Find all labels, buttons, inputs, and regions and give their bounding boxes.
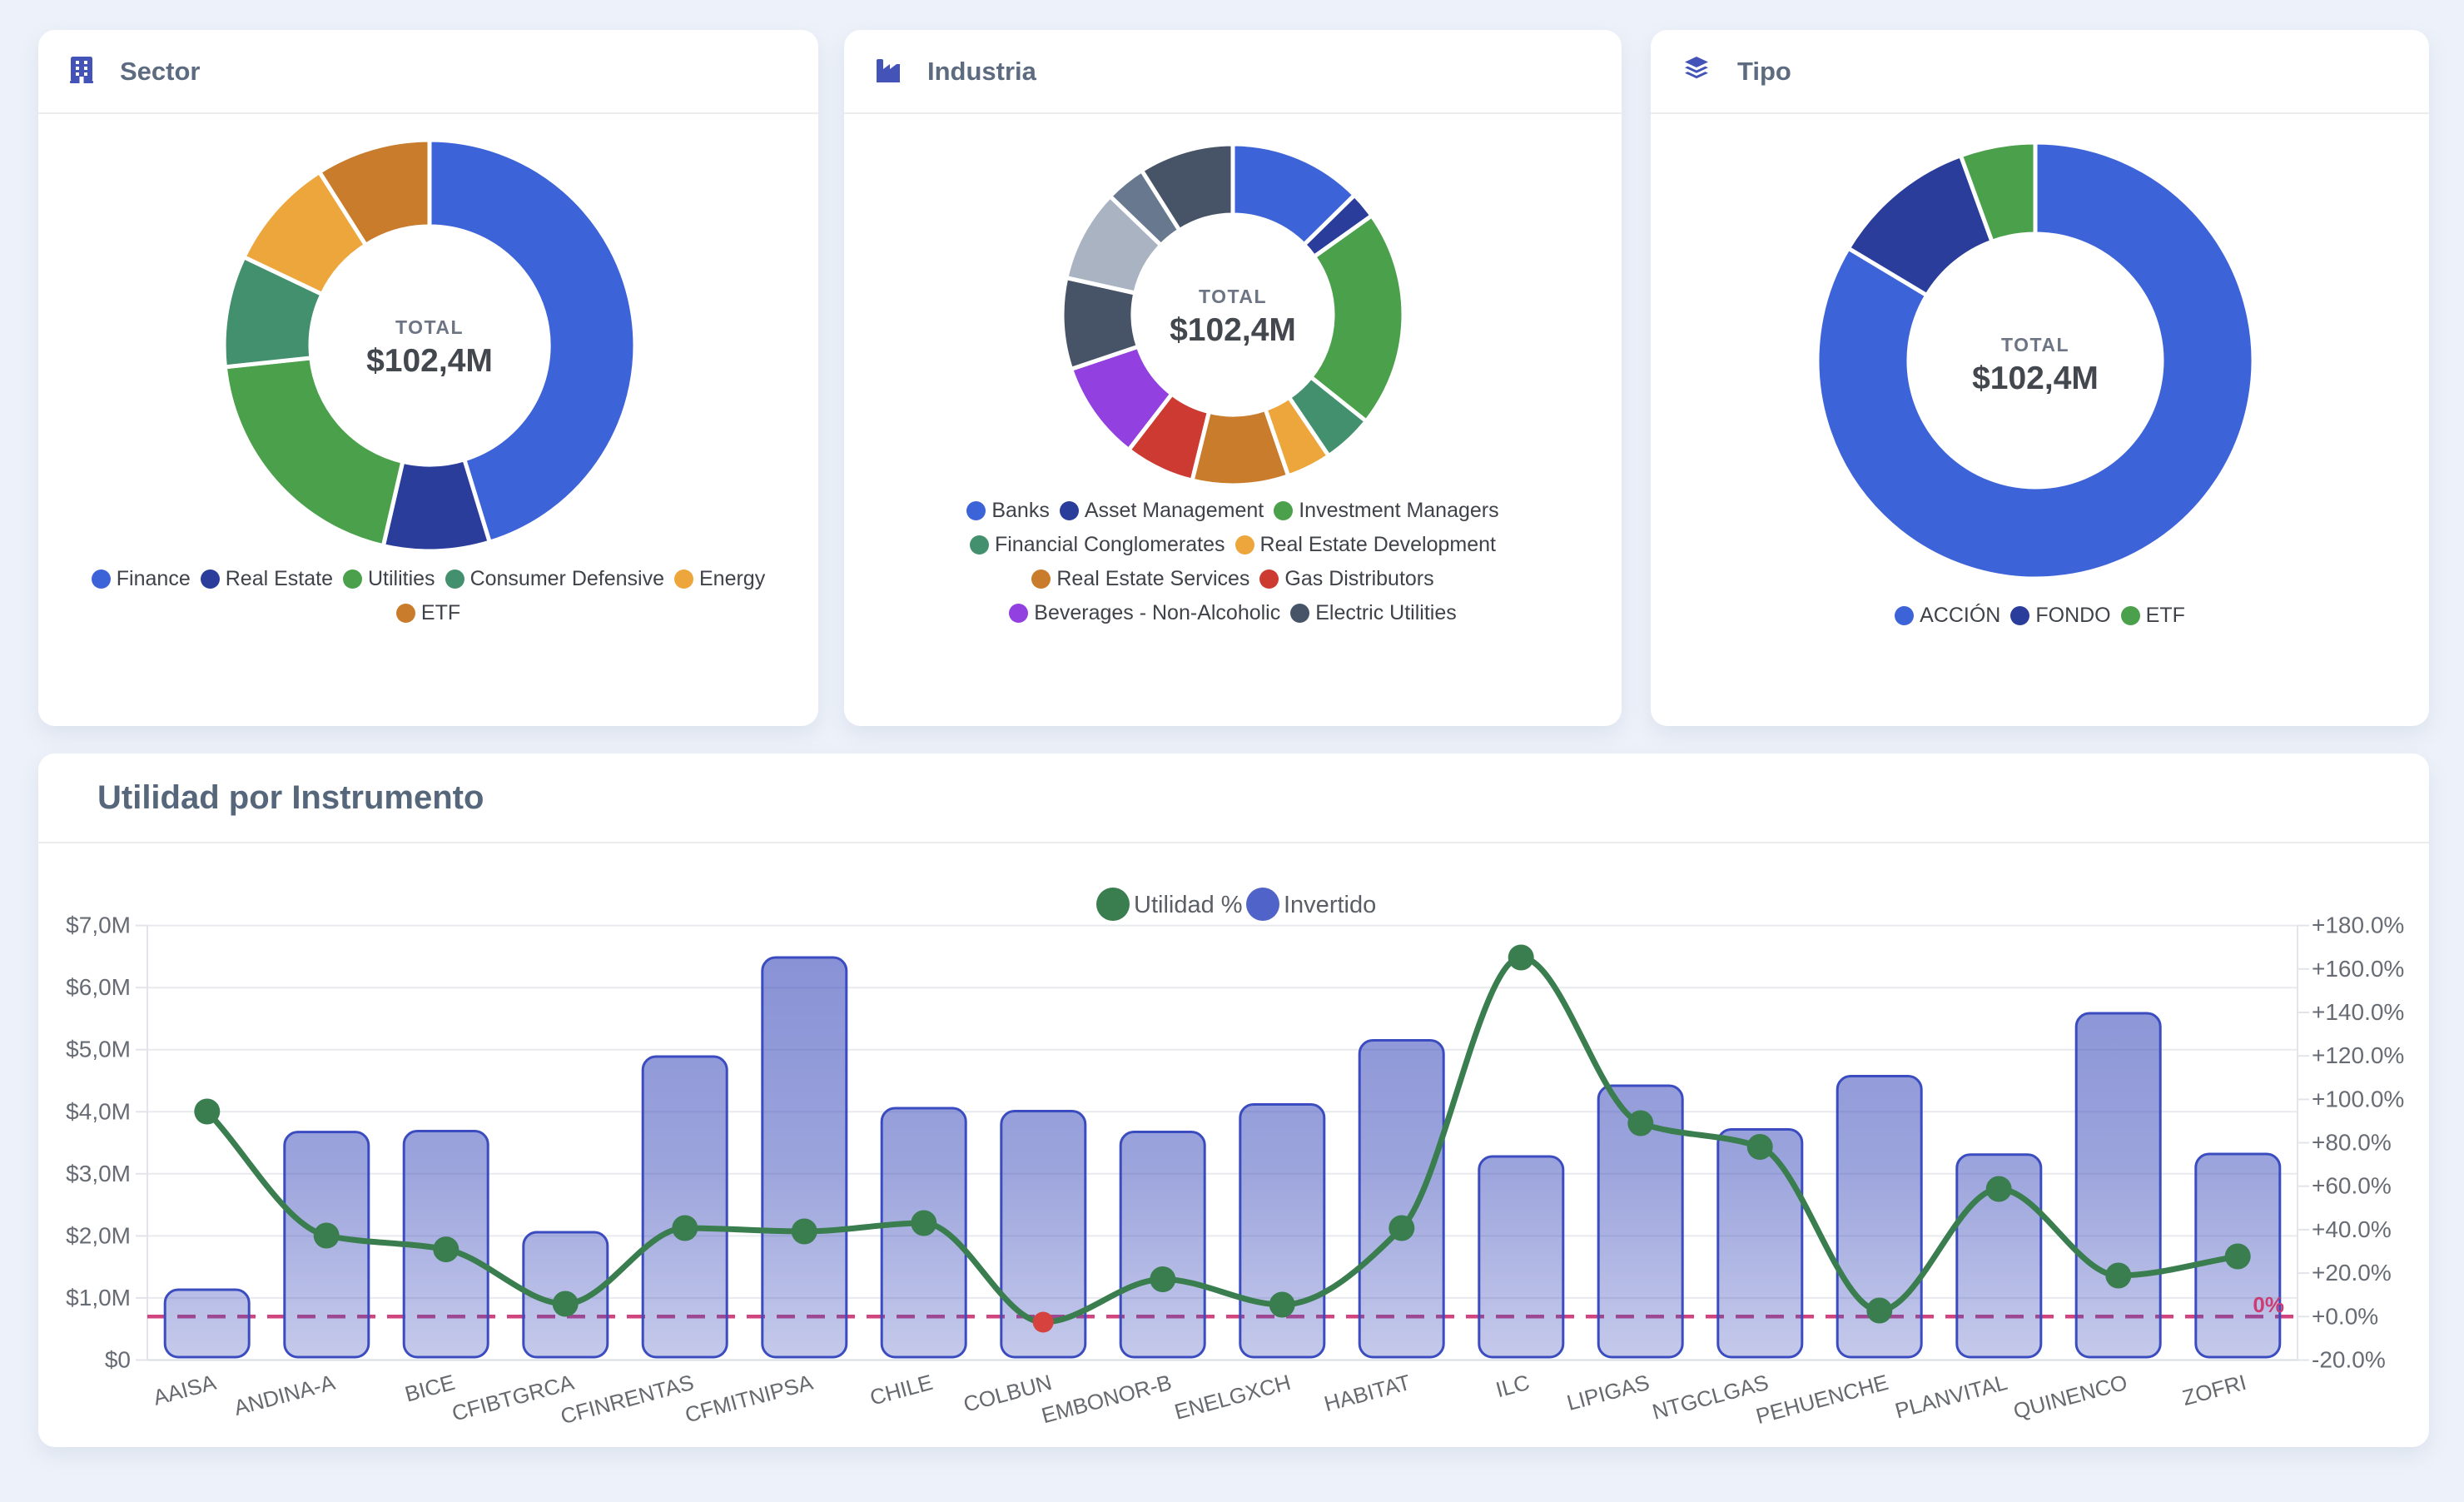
svg-text:+100.0%: +100.0% [2312, 1086, 2404, 1112]
svg-text:QUINENCO: QUINENCO [2010, 1370, 2129, 1424]
svg-text:CHILE: CHILE [867, 1370, 936, 1410]
svg-text:ILC: ILC [1493, 1370, 1533, 1402]
svg-text:-20.0%: -20.0% [2312, 1347, 2386, 1373]
svg-text:$2,0M: $2,0M [66, 1222, 131, 1248]
svg-text:+40.0%: +40.0% [2312, 1216, 2392, 1242]
svg-text:+60.0%: +60.0% [2312, 1173, 2392, 1199]
svg-text:$7,0M: $7,0M [66, 913, 131, 938]
svg-text:NTGCLGAS: NTGCLGAS [1650, 1370, 1771, 1425]
svg-text:$4,0M: $4,0M [66, 1098, 131, 1124]
svg-text:PEHUENCHE: PEHUENCHE [1753, 1370, 1890, 1429]
svg-text:EMBONOR-B: EMBONOR-B [1039, 1370, 1175, 1428]
svg-text:+20.0%: +20.0% [2312, 1260, 2392, 1286]
svg-text:$1,0M: $1,0M [66, 1285, 131, 1311]
svg-text:+0.0%: +0.0% [2312, 1303, 2378, 1329]
svg-text:LIPIGAS: LIPIGAS [1564, 1370, 1652, 1415]
svg-text:CFINRENTAS: CFINRENTAS [558, 1370, 696, 1429]
svg-text:CFIBTGRCA: CFIBTGRCA [450, 1370, 578, 1426]
svg-text:ZOFRI: ZOFRI [2179, 1370, 2248, 1410]
svg-text:0%: 0% [2253, 1292, 2284, 1317]
svg-text:+160.0%: +160.0% [2312, 956, 2404, 982]
svg-text:$3,0M: $3,0M [66, 1161, 131, 1186]
svg-text:$6,0M: $6,0M [66, 974, 131, 1000]
svg-text:+140.0%: +140.0% [2312, 999, 2404, 1025]
svg-text:+120.0%: +120.0% [2312, 1042, 2404, 1068]
svg-text:HABITAT: HABITAT [1321, 1370, 1413, 1416]
svg-text:PLANVITAL: PLANVITAL [1892, 1370, 2009, 1424]
svg-text:$0: $0 [105, 1347, 131, 1373]
svg-text:CFMITNIPSA: CFMITNIPSA [683, 1370, 816, 1428]
svg-text:ANDINA-A: ANDINA-A [231, 1370, 338, 1420]
svg-text:$5,0M: $5,0M [66, 1037, 131, 1062]
svg-text:+80.0%: +80.0% [2312, 1130, 2392, 1156]
svg-text:Utilidad %: Utilidad % [1134, 892, 1243, 918]
svg-text:AAISA: AAISA [151, 1370, 219, 1410]
svg-text:ENELGXCH: ENELGXCH [1172, 1370, 1294, 1425]
svg-text:Invertido: Invertido [1284, 892, 1376, 918]
svg-text:+180.0%: +180.0% [2312, 913, 2404, 938]
